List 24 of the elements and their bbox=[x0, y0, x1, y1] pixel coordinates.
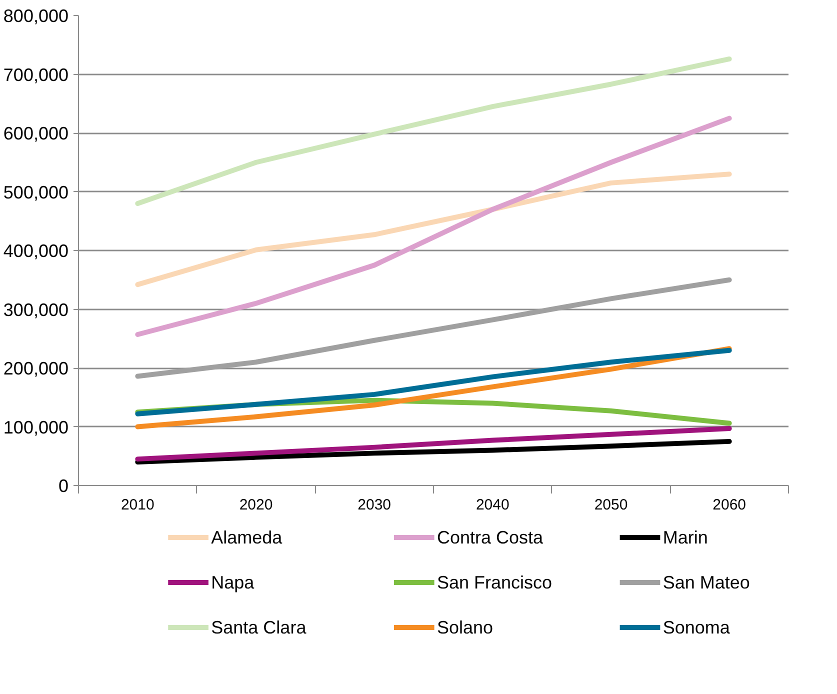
legend-label: San Francisco bbox=[437, 572, 552, 592]
x-tick-label: 2040 bbox=[476, 496, 510, 514]
legend-label: Sonoma bbox=[662, 618, 731, 638]
legend-label: San Mateo bbox=[662, 572, 750, 592]
legend-label: Solano bbox=[437, 618, 494, 638]
y-tick-label: 600,000 bbox=[3, 124, 69, 144]
y-tick-label: 500,000 bbox=[3, 182, 69, 202]
legend-label: Contra Costa bbox=[437, 528, 544, 548]
y-tick-label: 800,000 bbox=[3, 6, 69, 26]
x-tick-label: 2060 bbox=[712, 496, 746, 514]
x-tick-label: 2050 bbox=[594, 496, 628, 514]
y-tick-label: 100,000 bbox=[3, 417, 69, 438]
x-tick-label: 2020 bbox=[239, 496, 273, 514]
x-tick-label: 2010 bbox=[120, 496, 154, 514]
y-tick-label: 0 bbox=[58, 476, 69, 496]
y-tick-label: 700,000 bbox=[3, 64, 69, 85]
legend-label: Marin bbox=[662, 528, 708, 548]
legend-label: Alameda bbox=[211, 528, 284, 548]
y-tick-label: 400,000 bbox=[3, 241, 69, 261]
x-tick-label: 2030 bbox=[358, 496, 392, 514]
legend-label: Santa Clara bbox=[211, 618, 308, 638]
legend-label: Napa bbox=[211, 572, 256, 592]
y-tick-label: 200,000 bbox=[3, 358, 69, 378]
y-tick-label: 300,000 bbox=[3, 300, 69, 320]
